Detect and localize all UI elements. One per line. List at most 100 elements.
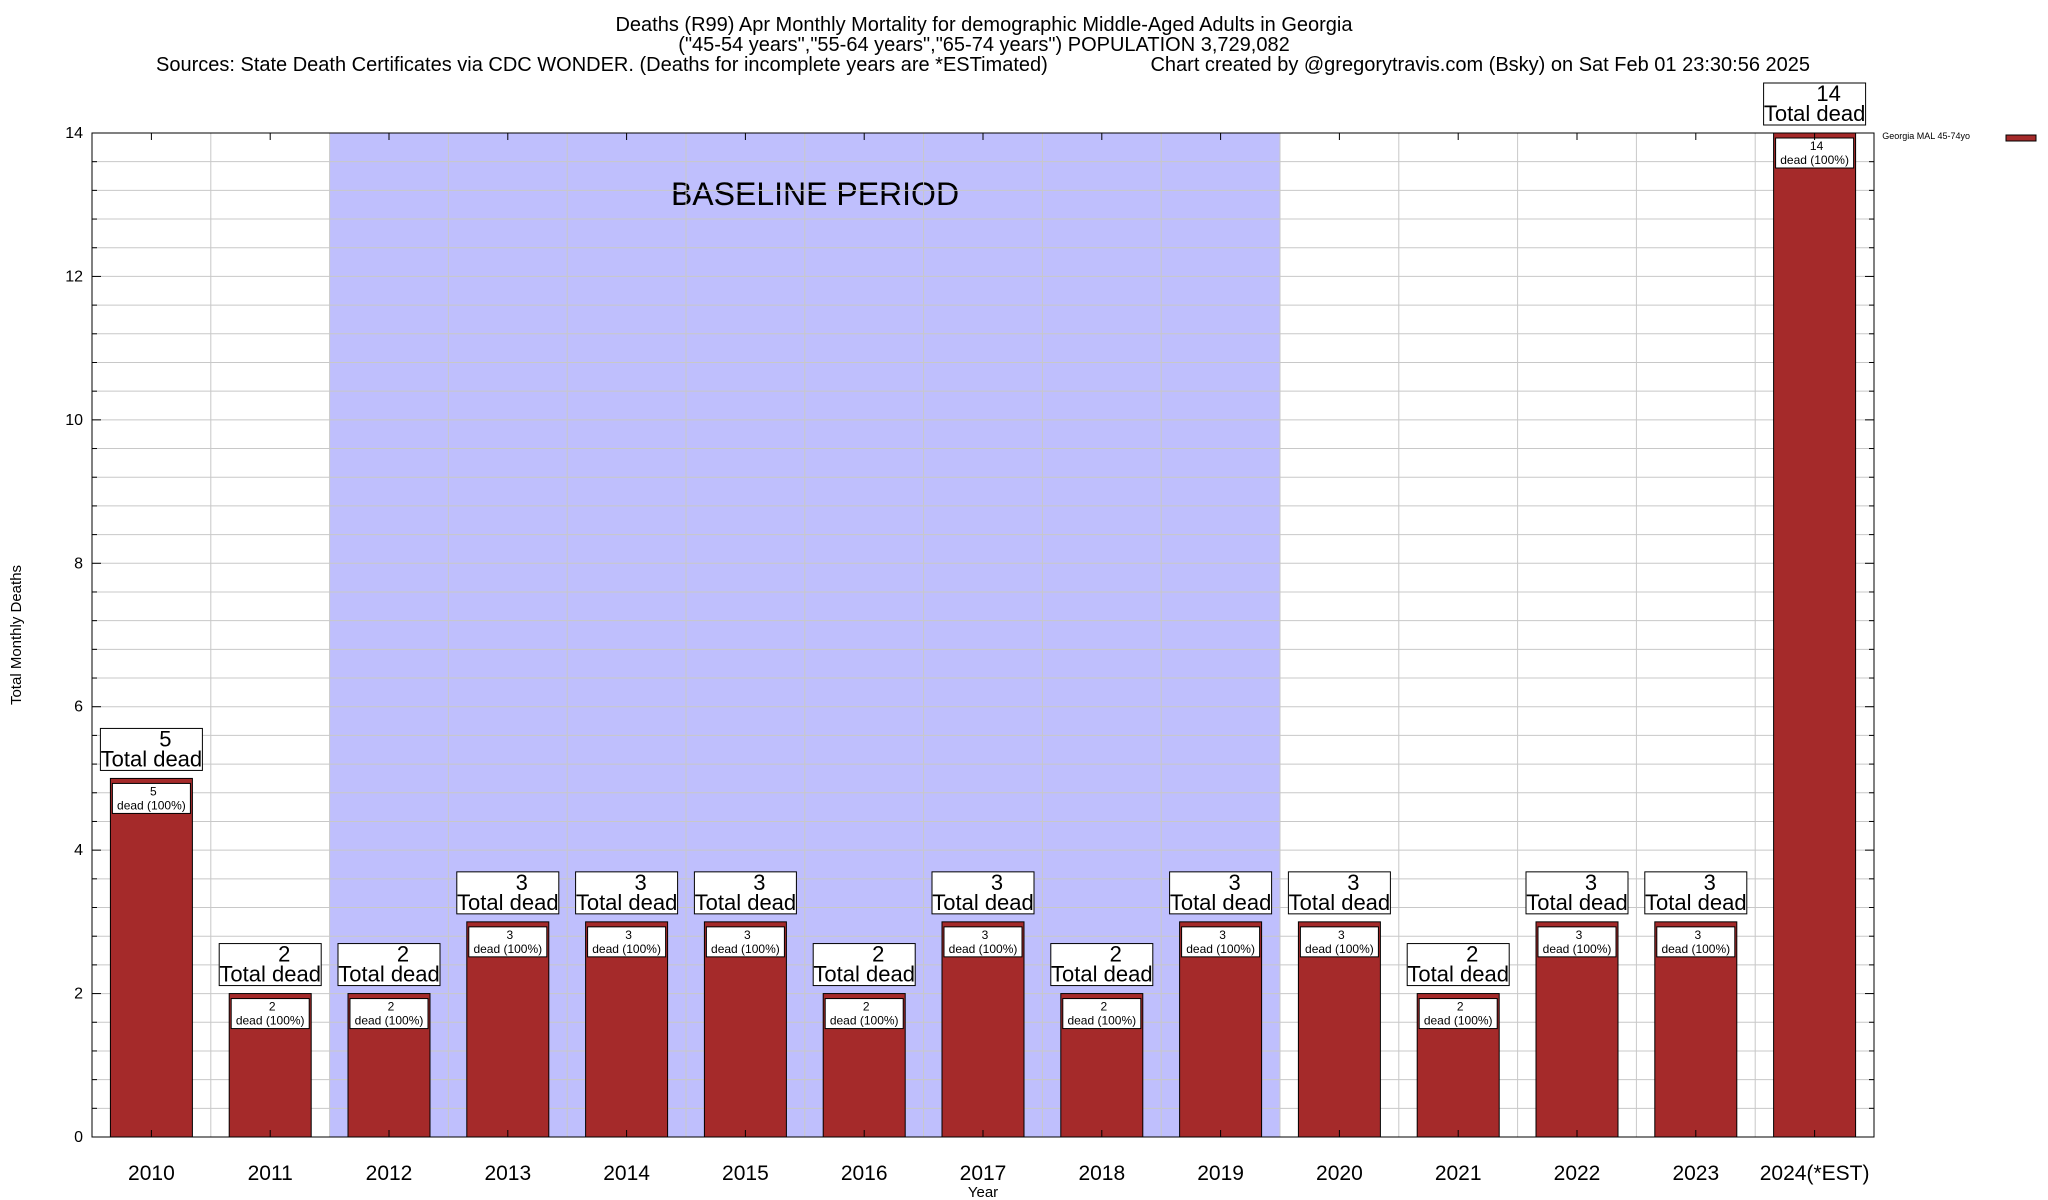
bar-inner-text: dead (100%): [592, 942, 661, 956]
x-tick-label: 2017: [960, 1162, 1007, 1185]
bar-inner-label-box: [1537, 926, 1617, 958]
total-label-text: Total dead: [1645, 890, 1747, 915]
bar-2020: [1297, 921, 1381, 1138]
total-label-text: Total dead: [813, 962, 915, 987]
bar-inner-value: 3: [1219, 928, 1226, 942]
bar-inner-label-box: [1299, 926, 1379, 958]
x-tick-label: 2020: [1316, 1162, 1363, 1185]
bar-inner-label-box: [587, 926, 667, 958]
total-label-value: 3: [516, 870, 528, 895]
bar-inner-text: dead (100%): [236, 1014, 305, 1028]
bar-2022: [1535, 921, 1619, 1138]
bar-inner-value: 2: [863, 1000, 870, 1014]
bar-inner-value: 5: [150, 784, 157, 798]
bar-inner-text: dead (100%): [1661, 942, 1730, 956]
bar-2023: [1654, 921, 1738, 1138]
bar-inner-text: dead (100%): [117, 798, 186, 812]
bar-inner-value: 3: [1338, 928, 1345, 942]
bar-inner-label-box: [943, 926, 1023, 958]
y-tick-label: 8: [74, 555, 83, 572]
bar-inner-value: 3: [1694, 928, 1701, 942]
bar-inner-label-box: [1181, 926, 1261, 958]
bar-inner-value: 2: [1457, 1000, 1464, 1014]
total-label-box: [1525, 871, 1629, 915]
bar-2015: [703, 921, 787, 1138]
total-label-box: [575, 871, 679, 915]
total-label-text: Total dead: [1170, 890, 1272, 915]
total-label-box: [812, 943, 916, 987]
x-axis: 2010 2011 2012 2013 2014 2015 2016 2017 2018 2019…: [128, 133, 1869, 1185]
x-tick-label: 2019: [1197, 1162, 1244, 1185]
bar-inner-label-box: [349, 998, 429, 1030]
total-label-text: Total dead: [1526, 890, 1628, 915]
x-tick-label: 2018: [1078, 1162, 1125, 1185]
bar-inner-value: 2: [388, 1000, 395, 1014]
total-label-box: [456, 871, 560, 915]
bar-inner-label-box: [1062, 998, 1142, 1030]
total-label-text: Total dead: [101, 746, 203, 771]
baseline-period-label: BASELINE PERIOD: [671, 176, 959, 212]
bar-inner-value: 3: [625, 928, 632, 942]
bar-inner-value: 3: [1576, 928, 1583, 942]
legend-swatch: [2005, 134, 2037, 142]
x-tick-label: 2013: [484, 1162, 531, 1185]
bar-inner-text: dead (100%): [1067, 1014, 1136, 1028]
x-tick-label: 2016: [841, 1162, 888, 1185]
x-tick-label: 2023: [1672, 1162, 1719, 1185]
total-label-value: 3: [1347, 870, 1359, 895]
bar-inner-text: dead (100%): [355, 1014, 424, 1028]
bar-2024(*EST): [1773, 132, 1857, 1138]
bar-inner-label-box: [230, 998, 310, 1030]
bar-inner-text: dead (100%): [1543, 942, 1612, 956]
x-axis-label: Year: [968, 1184, 998, 1200]
total-label-value: 2: [278, 942, 290, 967]
y-tick-label: 12: [65, 268, 83, 285]
total-label-text: Total dead: [576, 890, 678, 915]
total-label-value: 2: [1466, 942, 1478, 967]
bar-inner-text: dead (100%): [473, 942, 542, 956]
y-axis: 0 2 4 6 8 10 12 14: [65, 125, 1874, 1146]
y-tick-label: 0: [74, 1129, 83, 1146]
x-tick-label: 2015: [722, 1162, 769, 1185]
total-label-box: [693, 871, 797, 915]
bar-inner-label-box: [1418, 998, 1498, 1030]
total-label-box: [1644, 871, 1748, 915]
bar-inner-text: dead (100%): [949, 942, 1018, 956]
total-label-text: Total dead: [219, 962, 321, 987]
total-label-box: [337, 943, 441, 987]
y-tick-label: 10: [65, 412, 83, 429]
total-label-value: 3: [1585, 870, 1597, 895]
bar-inner-label-box: [824, 998, 904, 1030]
total-label-value: 3: [991, 870, 1003, 895]
title-line-3: Sources: State Death Certificates via CD…: [156, 54, 1048, 76]
total-label-box: [931, 871, 1035, 915]
total-label-value: 3: [1704, 870, 1716, 895]
legend: Georgia MAL 45-74yo: [1882, 131, 2037, 142]
total-label-text: Total dead: [1289, 890, 1391, 915]
y-axis-label: Total Monthly Deaths: [8, 565, 25, 705]
total-label-value: 2: [1110, 942, 1122, 967]
total-label-text: Total dead: [695, 890, 797, 915]
bar-2010: [109, 777, 193, 1138]
total-label-box: [1287, 871, 1391, 915]
total-label-text: Total dead: [338, 962, 440, 987]
title-line-4: Chart created by @gregorytravis.com (Bsk…: [1150, 54, 1810, 76]
total-label-value: 3: [1228, 870, 1240, 895]
title-line-1: Deaths (R99) Apr Monthly Mortality for d…: [615, 14, 1353, 36]
bar-inner-label-box: [705, 926, 785, 958]
x-tick-label: 2012: [366, 1162, 413, 1185]
bar-inner-text: dead (100%): [1186, 942, 1255, 956]
total-label-text: Total dead: [1407, 962, 1509, 987]
total-label-value: 3: [753, 870, 765, 895]
y-tick-label: 6: [74, 699, 83, 716]
y-tick-label: 4: [74, 842, 83, 859]
bar-inner-value: 14: [1810, 139, 1824, 153]
bar-inner-value: 3: [506, 928, 513, 942]
bar-inner-text: dead (100%): [711, 942, 780, 956]
total-label-box: [1763, 82, 1867, 126]
x-tick-label: 2014: [603, 1162, 650, 1185]
bar-inner-label-box: [1656, 926, 1736, 958]
y-tick-label: 14: [65, 125, 83, 142]
